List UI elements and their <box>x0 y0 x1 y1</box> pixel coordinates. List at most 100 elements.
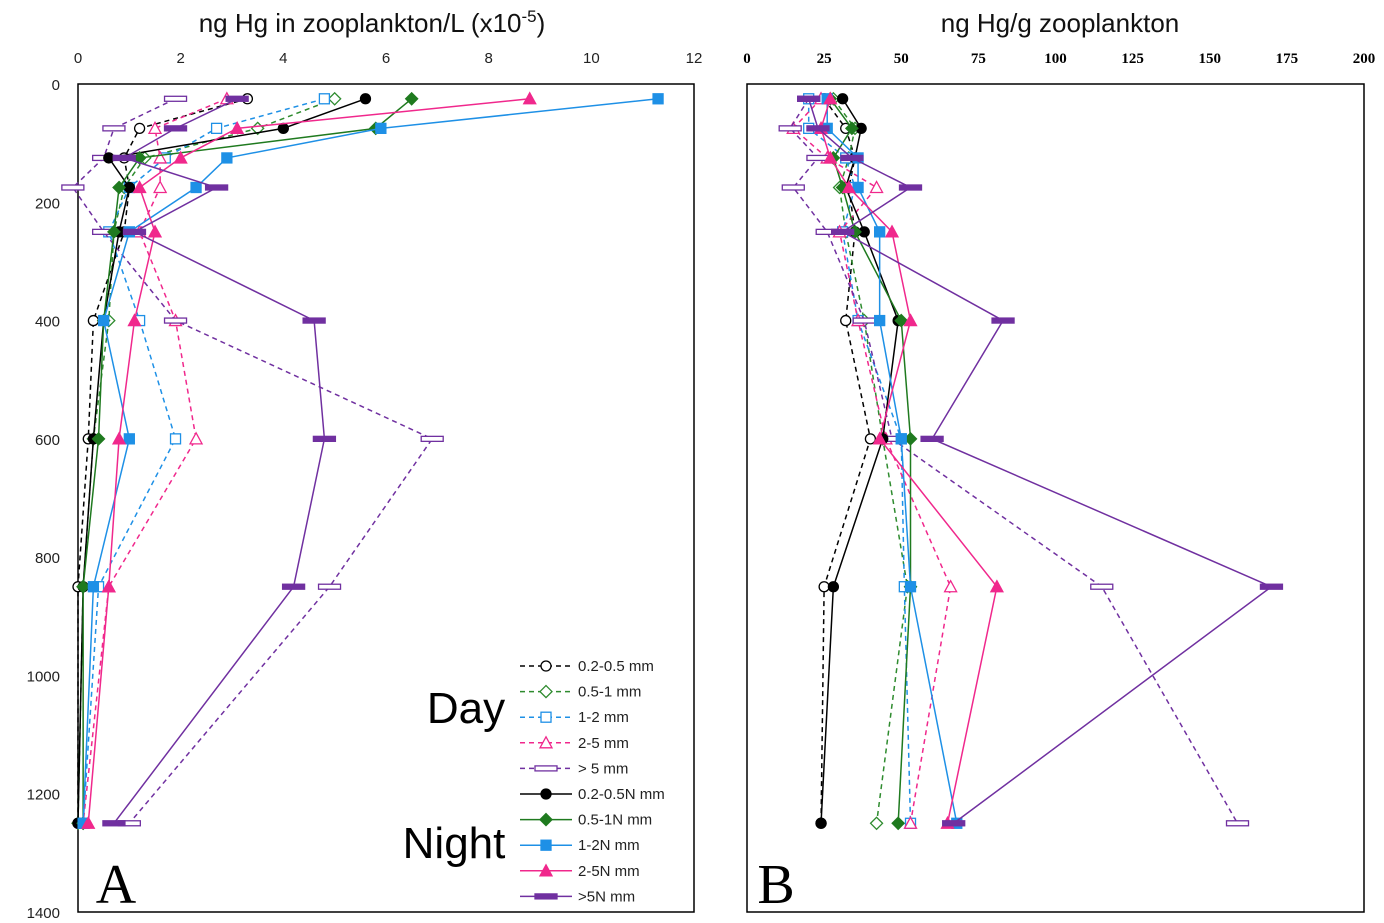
axis-ticks: 0 2 4 6 8 10 12 0 25 50 75 100 125 150 175 200 0 200 400 60… <box>27 50 1376 922</box>
data-point <box>540 788 552 800</box>
data-point <box>302 317 326 324</box>
data-point <box>169 433 182 445</box>
data-point <box>112 180 126 195</box>
data-point <box>1225 820 1250 827</box>
data-point <box>806 125 830 132</box>
y-tick-label: 1200 <box>27 787 60 804</box>
series-line <box>807 98 912 824</box>
data-point <box>942 820 966 827</box>
data-point <box>652 93 664 105</box>
data-point <box>872 431 887 445</box>
y-tick-label: 0 <box>52 77 60 94</box>
series-line <box>807 98 1273 824</box>
data-point <box>874 314 886 327</box>
data-point <box>818 581 830 593</box>
series-line <box>113 98 326 824</box>
data-point <box>281 583 306 590</box>
data-point <box>147 224 163 238</box>
x-tick-label: 6 <box>382 50 390 67</box>
data-point <box>534 765 558 772</box>
data-point <box>898 184 923 191</box>
data-point <box>991 317 1015 324</box>
legend-label: 2-5 mm <box>578 735 629 752</box>
panel-b-letter: B <box>757 854 794 916</box>
x-tick-label: 100 <box>1044 51 1067 67</box>
data-point <box>815 817 827 829</box>
data-point <box>173 150 188 164</box>
data-point <box>163 125 188 132</box>
series-line <box>826 98 958 824</box>
y-tick-label: 800 <box>35 550 60 567</box>
series-line <box>71 98 434 824</box>
x-tick-label: 50 <box>894 51 909 67</box>
data-point <box>230 120 245 135</box>
data-point <box>204 184 229 191</box>
panel-a-title: ng Hg in zooplankton/L (x10-5) <box>199 7 546 38</box>
y-tick-label: 600 <box>35 432 60 449</box>
data-point <box>318 93 331 105</box>
data-point <box>538 735 554 749</box>
data-point <box>836 93 849 105</box>
legend-label: 0.5-1N mm <box>578 812 652 829</box>
series-line <box>789 98 1239 824</box>
data-point <box>864 433 877 445</box>
data-point <box>122 228 147 236</box>
data-point <box>894 313 909 328</box>
legend-label: 0.2-0.5 mm <box>578 658 654 675</box>
data-point <box>989 579 1004 593</box>
data-point <box>188 431 204 445</box>
data-point <box>112 154 136 162</box>
data-point <box>852 317 876 324</box>
data-point <box>841 180 856 194</box>
x-tick-label: 125 <box>1121 51 1144 67</box>
y-tick-label: 1400 <box>27 905 60 922</box>
legend-label: 2-5N mm <box>578 863 640 880</box>
data-point <box>539 812 553 827</box>
data-point <box>840 154 864 162</box>
series-line <box>820 98 872 824</box>
data-point <box>123 433 135 445</box>
data-point <box>904 581 917 593</box>
data-point <box>102 125 126 132</box>
data-point <box>781 184 805 191</box>
series-line <box>82 98 659 824</box>
x-tick-label: 2 <box>176 50 184 67</box>
data-point <box>869 816 884 831</box>
data-point <box>404 91 419 106</box>
data-point <box>327 91 342 106</box>
data-point <box>778 125 802 132</box>
series-line <box>792 98 952 824</box>
series-line <box>820 98 899 824</box>
legend-label: 1-2N mm <box>578 837 640 854</box>
data-point <box>103 152 115 164</box>
data-point <box>903 313 918 327</box>
data-point <box>153 180 168 194</box>
legend-label: >5N mm <box>578 888 635 905</box>
data-point <box>277 122 289 135</box>
data-point <box>312 435 337 443</box>
data-point <box>359 93 372 105</box>
data-point <box>127 313 142 327</box>
data-point <box>852 181 864 194</box>
x-tick-label: 10 <box>583 50 600 67</box>
data-point <box>840 314 852 327</box>
data-point <box>827 581 840 593</box>
data-point <box>317 583 342 590</box>
day-label: Day <box>427 684 505 733</box>
series-line <box>832 98 909 824</box>
data-point <box>420 435 444 443</box>
series-line <box>82 98 325 824</box>
data-point <box>111 431 127 445</box>
data-point <box>895 433 907 445</box>
panel-b-plot <box>778 91 1284 831</box>
data-point <box>163 95 188 102</box>
x-tick-label: 0 <box>74 50 82 67</box>
data-point <box>538 863 554 877</box>
data-point <box>163 317 188 324</box>
data-point <box>797 95 821 102</box>
data-point <box>522 91 537 105</box>
data-point <box>869 180 884 194</box>
data-point <box>1259 583 1284 590</box>
legend-label: 0.2-0.5N mm <box>578 786 665 803</box>
data-point <box>61 184 85 191</box>
